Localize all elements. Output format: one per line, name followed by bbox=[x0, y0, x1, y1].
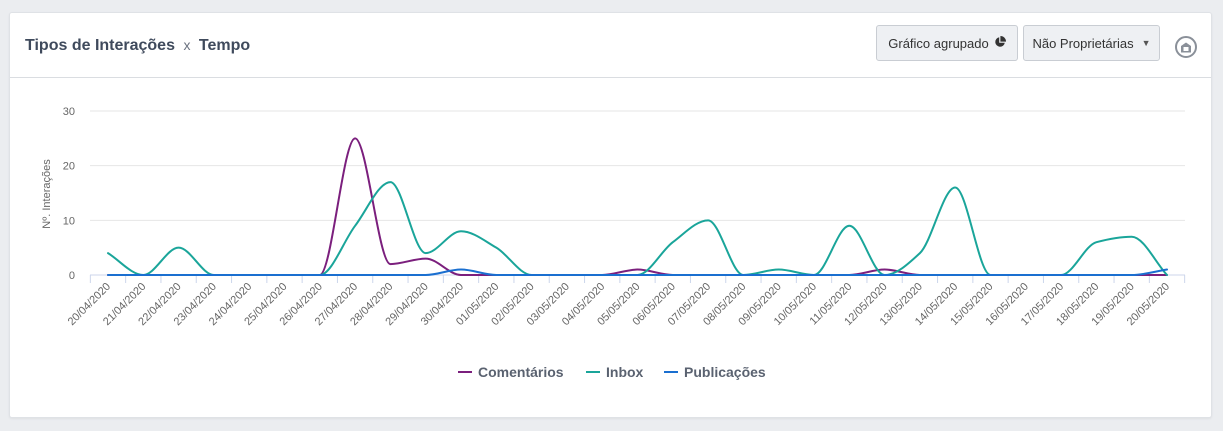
y-tick-label: 30 bbox=[63, 106, 75, 118]
legend-label: Inbox bbox=[606, 364, 644, 380]
title-separator: x bbox=[183, 37, 191, 53]
grid-lines bbox=[90, 110, 1185, 276]
y-axis: 0 10 20 30 bbox=[63, 106, 75, 282]
legend-item-inbox[interactable]: Inbox bbox=[586, 364, 644, 380]
series-line-inbox[interactable] bbox=[107, 181, 1168, 276]
legend-label: Comentários bbox=[478, 364, 564, 380]
grouped-chart-button[interactable]: Gráfico agrupado bbox=[876, 25, 1018, 61]
chart-legend: Comentários Inbox Publicações bbox=[458, 364, 766, 380]
legend-item-comentarios[interactable]: Comentários bbox=[458, 364, 564, 380]
legend-label: Publicações bbox=[684, 364, 766, 380]
pie-chart-icon bbox=[994, 35, 1006, 51]
card-header: Tipos de Interações x Tempo Gráfico agru… bbox=[10, 13, 1211, 78]
chart-card: Tipos de Interações x Tempo Gráfico agru… bbox=[9, 12, 1212, 418]
y-tick-label: 20 bbox=[63, 161, 75, 173]
y-tick-label: 0 bbox=[69, 270, 75, 282]
y-axis-label: Nº. Interações bbox=[41, 159, 53, 229]
legend-item-publicacoes[interactable]: Publicações bbox=[664, 364, 766, 380]
ownership-filter-dropdown[interactable]: Não Proprietárias ▼ bbox=[1023, 25, 1160, 61]
y-tick-label: 10 bbox=[63, 215, 75, 227]
camera-icon[interactable] bbox=[1175, 36, 1197, 58]
title-part1: Tipos de Interações bbox=[25, 37, 175, 54]
series-line-publicacoes[interactable] bbox=[107, 268, 1168, 276]
x-axis: 20/04/202021/04/202022/04/202023/04/2020… bbox=[66, 274, 1186, 328]
ownership-filter-label: Não Proprietárias bbox=[1032, 35, 1134, 51]
series-lines bbox=[107, 137, 1168, 276]
grouped-chart-button-label: Gráfico agrupado bbox=[888, 35, 989, 51]
caret-down-icon: ▼ bbox=[1141, 38, 1151, 48]
chart-title: Tipos de Interações x Tempo bbox=[25, 37, 250, 55]
title-part2: Tempo bbox=[198, 37, 251, 54]
series-line-comentarios[interactable] bbox=[107, 137, 1168, 276]
